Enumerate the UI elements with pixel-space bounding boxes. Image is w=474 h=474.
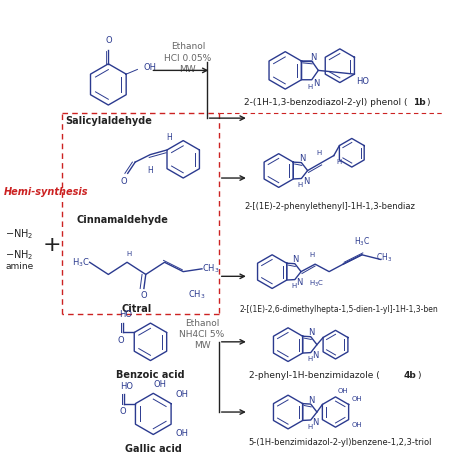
Text: H: H xyxy=(147,166,153,175)
Text: MW: MW xyxy=(193,341,210,350)
Text: O: O xyxy=(119,407,126,416)
Text: 2-phenyl-1H-benzimidazole (: 2-phenyl-1H-benzimidazole ( xyxy=(249,371,380,380)
Text: HCl 0.05%: HCl 0.05% xyxy=(164,54,211,63)
Text: Gallic acid: Gallic acid xyxy=(125,444,182,454)
Text: H: H xyxy=(307,424,312,429)
Text: H: H xyxy=(307,84,312,90)
Text: N: N xyxy=(313,79,319,88)
Text: H: H xyxy=(166,134,172,143)
Text: Hemi-synthesis: Hemi-synthesis xyxy=(3,187,88,197)
Text: ): ) xyxy=(427,99,430,108)
Text: O: O xyxy=(105,36,112,45)
Text: OH: OH xyxy=(351,422,362,428)
Text: $-$NH$_2$: $-$NH$_2$ xyxy=(5,228,34,241)
Text: N: N xyxy=(312,351,319,360)
Text: N: N xyxy=(303,177,309,186)
Text: OH: OH xyxy=(176,390,189,399)
Text: CH$_3$: CH$_3$ xyxy=(188,289,205,301)
Text: HO: HO xyxy=(119,310,132,319)
Text: H: H xyxy=(337,159,342,165)
Text: N: N xyxy=(299,155,306,164)
Text: HO: HO xyxy=(120,382,134,391)
Text: OH: OH xyxy=(176,429,189,438)
Text: $-$NH$_2$: $-$NH$_2$ xyxy=(5,248,34,262)
Text: O: O xyxy=(118,336,125,345)
Text: NH4Cl 5%: NH4Cl 5% xyxy=(179,330,225,339)
Text: Benzoic acid: Benzoic acid xyxy=(116,370,185,380)
Text: ): ) xyxy=(417,371,421,380)
Text: Citral: Citral xyxy=(121,304,152,314)
Text: H: H xyxy=(298,182,303,188)
Text: Cinnamaldehyde: Cinnamaldehyde xyxy=(76,216,168,226)
Text: H: H xyxy=(310,252,315,257)
Text: N: N xyxy=(309,396,315,405)
Text: 4b: 4b xyxy=(403,371,416,380)
Text: N: N xyxy=(296,278,303,287)
Text: +: + xyxy=(43,236,62,255)
Text: N: N xyxy=(310,53,317,62)
Text: 2-[(1E)-2-phenylethenyl]-1H-1,3-bendiaz: 2-[(1E)-2-phenylethenyl]-1H-1,3-bendiaz xyxy=(244,202,415,211)
Text: OH: OH xyxy=(143,63,156,72)
Text: OH: OH xyxy=(153,380,166,389)
Text: H: H xyxy=(126,251,132,256)
Text: N: N xyxy=(312,418,319,427)
Text: H$_3$C: H$_3$C xyxy=(72,256,90,269)
Text: 1b: 1b xyxy=(412,99,425,108)
Text: 5-(1H-benzimidazol-2-yl)benzene-1,2,3-triol: 5-(1H-benzimidazol-2-yl)benzene-1,2,3-tr… xyxy=(249,438,432,447)
Text: N: N xyxy=(292,255,299,264)
Text: CH$_3$: CH$_3$ xyxy=(202,263,219,275)
Text: MW: MW xyxy=(180,65,196,74)
Text: OH: OH xyxy=(351,396,362,401)
Text: 2-[(1E)-2,6-dimethylhepta-1,5-dien-1-yl]-1H-1,3-ben: 2-[(1E)-2,6-dimethylhepta-1,5-dien-1-yl]… xyxy=(239,305,438,314)
Text: CH$_3$: CH$_3$ xyxy=(376,251,392,264)
Text: H: H xyxy=(307,356,312,362)
Text: OH: OH xyxy=(337,388,348,394)
Text: HO: HO xyxy=(356,77,369,86)
Text: H$_3$C: H$_3$C xyxy=(354,236,370,248)
Text: Ethanol: Ethanol xyxy=(171,43,205,52)
Text: 2-(1H-1,3-benzodiazol-2-yl) phenol (: 2-(1H-1,3-benzodiazol-2-yl) phenol ( xyxy=(244,99,408,108)
Text: H: H xyxy=(291,283,297,289)
Text: N: N xyxy=(309,328,315,337)
Text: Salicylaldehyde: Salicylaldehyde xyxy=(65,116,152,126)
Text: O: O xyxy=(121,177,127,186)
Text: H$_3$C: H$_3$C xyxy=(310,279,325,289)
Text: Ethanol: Ethanol xyxy=(185,319,219,328)
Text: O: O xyxy=(141,292,147,301)
Text: H: H xyxy=(316,150,321,155)
Text: amine: amine xyxy=(5,262,34,271)
